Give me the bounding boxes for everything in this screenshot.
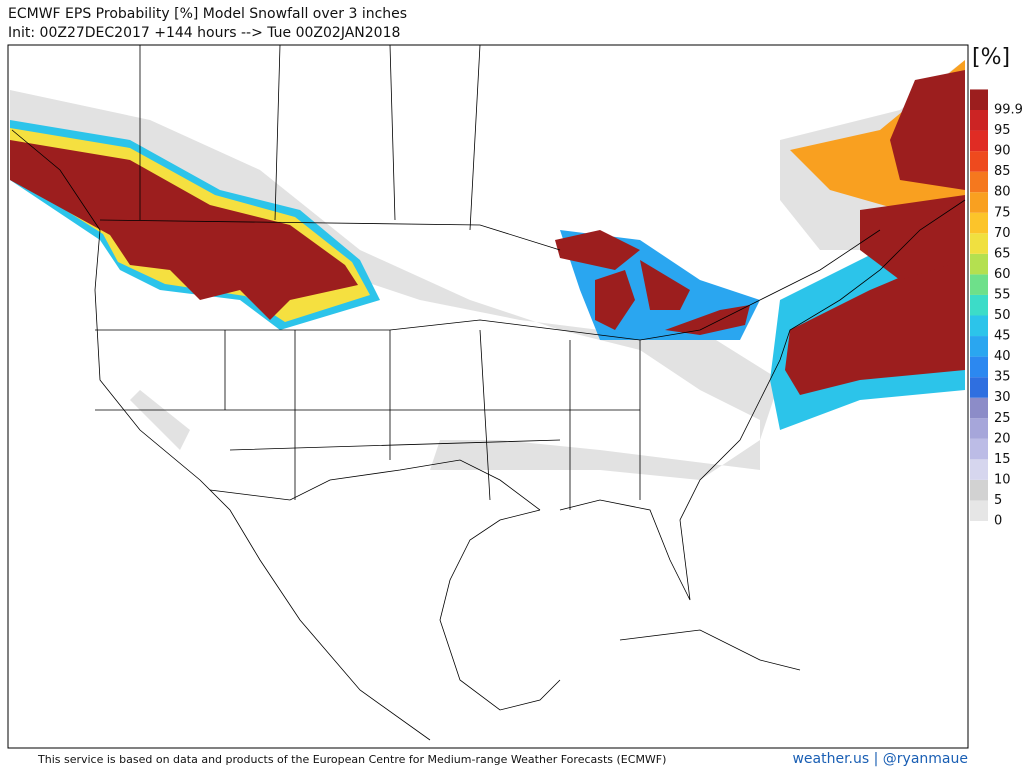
colorbar-bin — [970, 151, 988, 172]
colorbar-bin — [970, 479, 988, 501]
colorbar-label: 40 — [994, 349, 1011, 364]
map-area — [7, 44, 969, 749]
colorbar: 0 5 10 15 20 25 30 35 40 45 50 55 60 65 70 75 80 85 90 95 99… — [970, 89, 1023, 529]
colorbar-bin — [970, 253, 988, 275]
colorbar-bin — [970, 438, 988, 460]
colorbar-label: 20 — [994, 431, 1011, 446]
colorbar-label: 65 — [994, 246, 1011, 261]
colorbar-bin — [970, 89, 988, 110]
colorbar-bin — [970, 233, 988, 254]
colorbar-label: 70 — [994, 226, 1011, 241]
colorbar-bin — [970, 171, 988, 193]
colorbar-bin — [970, 336, 988, 357]
colorbar-bin — [970, 397, 988, 419]
colorbar-label: 0 — [994, 514, 1002, 529]
colorbar-label: 35 — [994, 370, 1011, 385]
colorbar-bin — [970, 212, 988, 234]
colorbar-label: 50 — [994, 308, 1011, 323]
colorbar-label: 30 — [994, 390, 1011, 405]
colorbar-bin — [970, 192, 988, 213]
colorbar-bin — [970, 294, 988, 316]
colorbar-bin — [970, 130, 988, 152]
colorbar-label: 25 — [994, 411, 1011, 426]
colorbar-label: 15 — [994, 452, 1011, 467]
colorbar-label: 45 — [994, 329, 1011, 344]
colorbar-bin — [970, 459, 988, 480]
colorbar-bin — [970, 356, 988, 378]
high-probability-areas — [10, 70, 965, 395]
colorbar-bin — [970, 500, 988, 521]
colorbar-label: 90 — [994, 144, 1011, 159]
colorbar-label: 10 — [994, 472, 1011, 487]
credit: This service is based on data and produc… — [37, 753, 666, 766]
colorbar-label: 95 — [994, 123, 1011, 138]
colorbar-label: 55 — [994, 287, 1011, 302]
colorbar-label: 60 — [994, 267, 1011, 282]
colorbar-label: 99.9 — [994, 103, 1023, 118]
colorbar-label: 5 — [994, 493, 1002, 508]
colorbar-bin — [970, 377, 988, 398]
colorbar-label: 80 — [994, 185, 1011, 200]
colorbar-bin — [970, 418, 988, 439]
colorbar-unit: [%] — [972, 45, 1010, 70]
subtitle: Init: 00Z27DEC2017 +144 hours --> Tue 00… — [8, 25, 400, 41]
brand: weather.us | @ryanmaue — [792, 751, 968, 767]
colorbar-bin — [970, 315, 988, 337]
colorbar-label: 85 — [994, 164, 1011, 179]
colorbar-bin — [970, 110, 988, 131]
colorbar-bin — [970, 274, 988, 295]
title: ECMWF EPS Probability [%] Model Snowfall… — [8, 6, 407, 22]
colorbar-label: 75 — [994, 205, 1011, 220]
boundaries — [11, 44, 966, 741]
